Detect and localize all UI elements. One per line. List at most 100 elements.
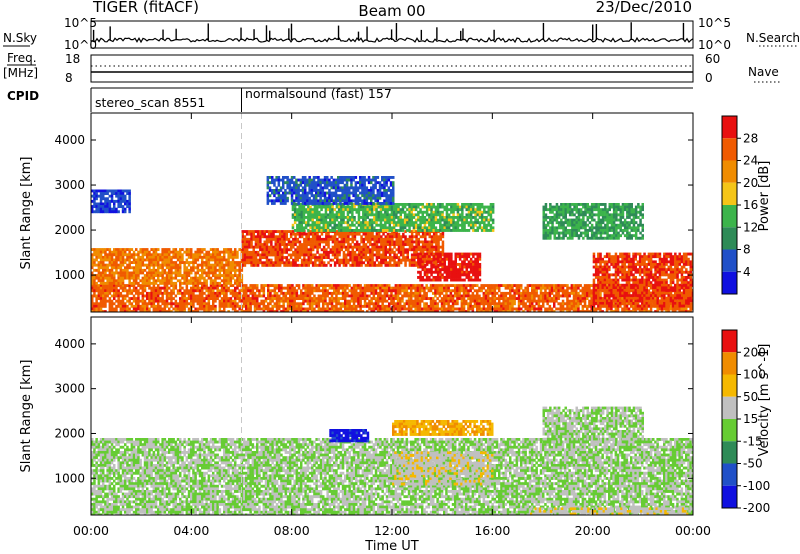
heatmap-cell xyxy=(126,266,129,270)
heatmap-cell xyxy=(187,274,191,277)
heatmap-cell xyxy=(176,258,180,262)
heatmap-cell xyxy=(423,226,427,230)
heatmap-cell xyxy=(106,268,109,272)
heatmap-cell xyxy=(425,208,429,212)
heatmap-cell xyxy=(381,213,385,217)
heatmap-cell xyxy=(256,284,259,287)
heatmap-cell xyxy=(374,307,378,311)
heatmap-cell xyxy=(297,307,301,311)
heatmap-cell xyxy=(282,291,285,295)
heatmap-cell xyxy=(318,205,321,209)
heatmap-cell xyxy=(276,250,280,254)
heatmap-cell xyxy=(414,299,417,303)
heatmap-cell xyxy=(383,291,387,295)
heatmap-cell xyxy=(384,210,387,214)
heatmap-cell xyxy=(143,286,147,290)
heatmap-cell xyxy=(113,266,116,270)
heatmap-cell xyxy=(687,297,690,300)
heatmap-cell xyxy=(128,281,131,285)
heatmap-cell xyxy=(183,279,186,283)
heatmap-cell xyxy=(322,297,325,300)
heatmap-cell xyxy=(292,230,295,233)
heatmap-cell xyxy=(550,299,554,303)
heatmap-cell xyxy=(117,289,120,293)
heatmap-cell xyxy=(438,289,442,293)
heatmap-cell xyxy=(252,263,255,267)
heatmap-cell xyxy=(487,302,490,306)
heatmap-cell xyxy=(447,299,450,303)
heatmap-cell xyxy=(342,216,345,219)
heatmap-cell xyxy=(110,281,114,285)
heatmap-cell xyxy=(137,281,140,285)
heatmap-cell xyxy=(346,221,350,225)
heatmap-cell xyxy=(535,286,538,290)
heatmap-cell xyxy=(355,210,358,214)
heatmap-cell xyxy=(362,205,365,209)
heatmap-cell xyxy=(445,307,448,311)
heatmap-cell xyxy=(240,279,244,283)
heatmap-cell xyxy=(150,274,153,277)
heatmap-cell xyxy=(293,213,297,217)
heatmap-cell xyxy=(223,266,226,270)
heatmap-cell xyxy=(372,310,376,312)
heatmap-cell xyxy=(146,258,149,262)
heatmap-cell xyxy=(174,253,178,257)
heatmap-cell xyxy=(196,255,200,259)
heatmap-cell xyxy=(335,310,338,312)
heatmap-cell xyxy=(252,232,255,236)
heatmap-cell xyxy=(174,261,178,264)
heatmap-cell xyxy=(392,208,396,212)
heatmap-cell xyxy=(388,213,391,217)
heatmap-cell xyxy=(601,297,604,300)
heatmap-cell xyxy=(559,294,563,298)
heatmap-cell xyxy=(262,291,266,295)
heatmap-cell xyxy=(313,213,317,217)
heatmap-cell xyxy=(346,310,349,312)
heatmap-cell xyxy=(201,307,204,311)
heatmap-cell xyxy=(506,297,510,300)
heatmap-cell xyxy=(115,255,118,259)
heatmap-cell xyxy=(183,310,186,312)
heatmap-cell xyxy=(418,302,422,306)
heatmap-cell xyxy=(308,297,312,300)
heatmap-cell xyxy=(425,203,429,206)
heatmap-cell xyxy=(253,299,257,303)
heatmap-cell xyxy=(388,297,391,300)
heatmap-cell xyxy=(192,299,195,303)
heatmap-cell xyxy=(339,307,343,311)
heatmap-cell xyxy=(555,291,558,295)
heatmap-cell xyxy=(229,255,233,259)
heatmap-cell xyxy=(240,289,244,293)
heatmap-cell xyxy=(135,271,138,275)
heatmap-cell xyxy=(386,213,389,217)
heatmap-cell xyxy=(192,261,195,264)
heatmap-cell xyxy=(137,271,140,275)
heatmap-cell xyxy=(491,291,494,295)
heatmap-cell xyxy=(533,291,536,295)
heatmap-cell xyxy=(439,232,442,236)
heatmap-cell xyxy=(126,304,129,308)
heatmap-cell xyxy=(689,302,692,306)
heatmap-cell xyxy=(392,307,395,311)
heatmap-cell xyxy=(192,279,195,283)
heatmap-cell xyxy=(225,286,228,290)
heatmap-cell xyxy=(498,307,501,311)
heatmap-cell xyxy=(159,255,162,259)
heatmap-cell xyxy=(410,284,413,287)
heatmap-cell xyxy=(278,307,281,311)
heatmap-cell xyxy=(424,237,427,241)
heatmap-cell xyxy=(192,255,195,259)
heatmap-cell xyxy=(243,243,247,246)
heatmap-cell xyxy=(227,263,230,267)
heatmap-cell xyxy=(309,210,312,214)
heatmap-cell xyxy=(489,291,492,295)
heatmap-cell xyxy=(362,243,365,246)
heatmap-cell xyxy=(104,297,107,300)
heatmap-cell xyxy=(203,284,206,287)
heatmap-cell xyxy=(410,256,414,259)
heatmap-cell xyxy=(408,248,412,252)
heatmap-cell xyxy=(393,250,396,254)
heatmap-cell xyxy=(250,250,253,254)
heatmap-cell xyxy=(415,235,418,239)
heatmap-cell xyxy=(174,310,178,312)
